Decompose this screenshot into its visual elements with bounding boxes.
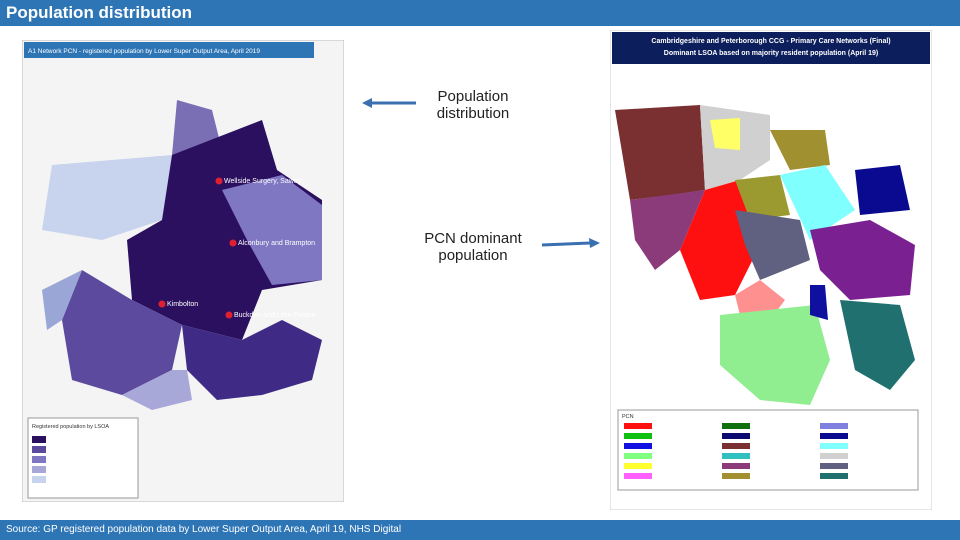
- region: [222, 175, 322, 285]
- region: [680, 180, 760, 300]
- region: [855, 165, 910, 215]
- legend-title: Registered population by LSOA: [32, 424, 109, 430]
- region: [810, 285, 828, 320]
- map-title: Cambridgeshire and Peterborough CCG - Pr…: [651, 38, 890, 45]
- place-marker: [158, 300, 166, 308]
- place-marker: [229, 239, 237, 247]
- legend-title: PCN: [622, 414, 634, 420]
- legend-box: [617, 409, 919, 491]
- right-map: Cambridgeshire and Peterborough CCG - Pr…: [610, 30, 932, 510]
- map-title: A1 Network PCN - registered population b…: [28, 48, 260, 55]
- region: [735, 175, 790, 220]
- legend-box: [27, 417, 139, 499]
- region: [720, 305, 830, 405]
- region: [810, 220, 915, 300]
- place-label: Wellside Surgery, Sawtry: [224, 178, 302, 185]
- region: [615, 105, 705, 200]
- region: [710, 118, 740, 150]
- callout-label: PCN dominant population: [424, 230, 522, 264]
- legend-swatch: [32, 476, 46, 483]
- arrow-right: [541, 238, 600, 248]
- legend-swatch: [32, 436, 46, 443]
- region: [42, 270, 82, 330]
- place-label: Alconbury and Brampton: [238, 240, 315, 247]
- place-marker: [215, 177, 223, 185]
- legend-swatch: [32, 456, 46, 463]
- region: [42, 155, 172, 240]
- slide-title: Population distribution: [0, 0, 960, 26]
- region: [122, 370, 192, 410]
- region: [62, 270, 182, 395]
- callout-label: Population distribution: [436, 88, 510, 122]
- map-header: [24, 42, 314, 58]
- left-map: A1 Network PCN - registered population b…: [22, 40, 344, 502]
- region: [127, 120, 322, 340]
- region: [182, 320, 322, 400]
- place-label: Kimbolton: [167, 301, 198, 308]
- arrow-left: [362, 98, 416, 108]
- region: [735, 210, 810, 280]
- region: [840, 300, 915, 390]
- region: [630, 190, 705, 270]
- region: [770, 130, 830, 170]
- place-label: Buckden and Little Paxton: [234, 312, 315, 319]
- region: [780, 165, 855, 240]
- legend-swatch: [32, 466, 46, 473]
- legend-swatches: [624, 423, 848, 479]
- source-note: Source: GP registered population data by…: [0, 520, 960, 540]
- map-subtitle: Dominant LSOA based on majority resident…: [664, 50, 878, 57]
- place-marker: [225, 311, 233, 319]
- legend-swatch: [32, 446, 46, 453]
- map-header: [612, 32, 930, 64]
